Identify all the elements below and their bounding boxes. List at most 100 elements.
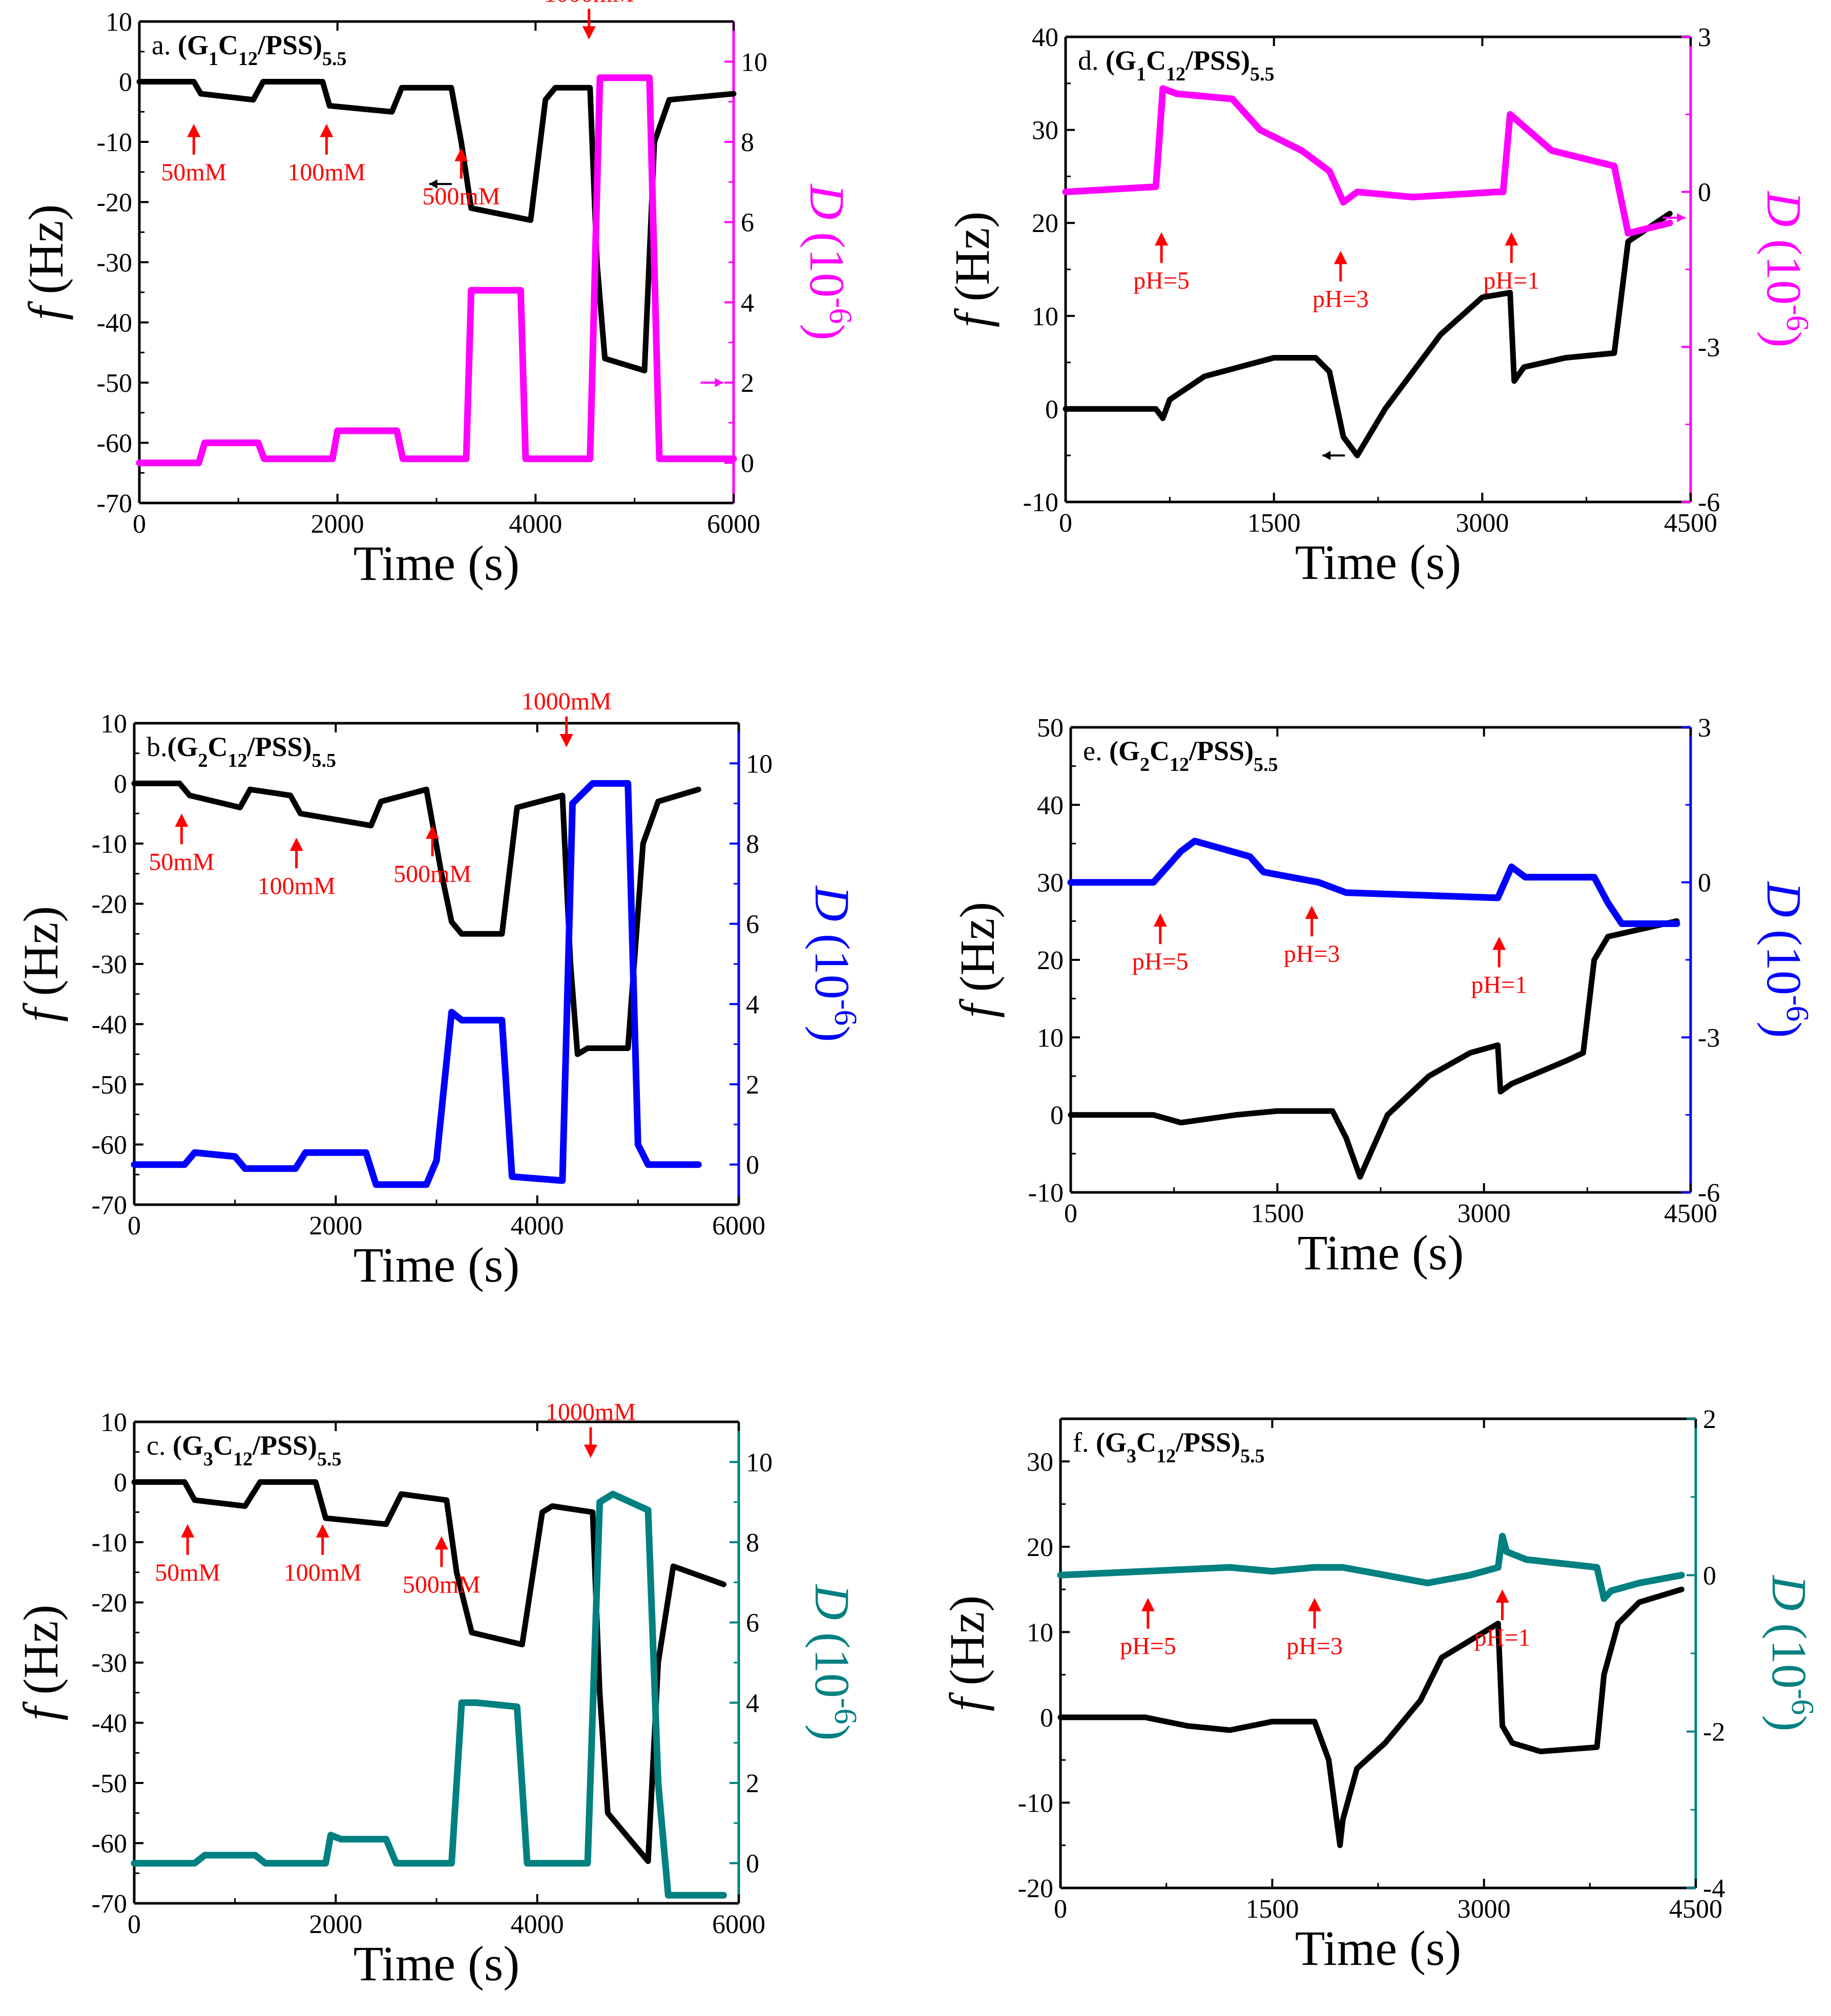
- panel-title-text: C: [213, 1430, 233, 1461]
- series-line-f: [136, 79, 737, 373]
- annotation-arrow: 500mM: [403, 1536, 481, 1598]
- panel-title-prefix: a.: [152, 30, 178, 60]
- annotation-label: pH=5: [1133, 267, 1190, 294]
- annotation-label: pH=5: [1132, 948, 1189, 975]
- series-line-D: [131, 780, 702, 1188]
- y-left-tick-label: 10: [106, 8, 132, 37]
- y-right-tick-label: -3: [1698, 1023, 1720, 1053]
- annotation-label: pH=1: [1471, 972, 1527, 999]
- annotation-arrow: 100mM: [284, 1524, 362, 1586]
- panel-title-subscript: 5.5: [1240, 1445, 1265, 1467]
- y-right-tick-label: 2: [1703, 1405, 1716, 1434]
- x-axis-label: Time (s): [353, 536, 520, 591]
- y-left-tick-label: 0: [114, 1468, 127, 1498]
- y-left-tick-label: 40: [1032, 23, 1058, 52]
- y-left-tick-label: -20: [1018, 1874, 1053, 1903]
- panel-title-text: C: [218, 30, 238, 60]
- annotation-arrow: 500mM: [422, 148, 500, 210]
- y-left-axis-label: f (Hz): [13, 1605, 68, 1721]
- y-left-tick-label: -20: [92, 890, 127, 919]
- panel-title-subscript: 12: [1156, 1445, 1176, 1467]
- x-tick-label: 2000: [309, 1910, 362, 1939]
- annotation-arrow-head: [1305, 906, 1319, 919]
- y-right-tick-label: 4: [746, 990, 759, 1019]
- y-right-tick-label: 0: [1703, 1561, 1716, 1590]
- annotation-arrow-head: [426, 825, 440, 839]
- x-tick-label: 6000: [707, 510, 760, 539]
- panel-title-text: /PSS): [247, 731, 312, 762]
- annotation-label: pH=1: [1474, 1624, 1531, 1651]
- y-right-label-close: ): [800, 324, 855, 340]
- y-left-tick-label: -10: [92, 1528, 127, 1558]
- annotation-arrow: 100mM: [287, 123, 365, 186]
- y-right-tick-label: 3: [1698, 23, 1711, 52]
- y-right-tick-label: -6: [1698, 488, 1720, 517]
- panel-title-text: C: [1150, 736, 1170, 766]
- annotation-label: 500mM: [422, 183, 500, 210]
- y-left-tick-label: -60: [97, 429, 132, 458]
- y-right-tick-label: 10: [746, 1448, 773, 1477]
- y-right-label-symbol: D: [1757, 881, 1812, 917]
- y-left-tick-label: 10: [100, 709, 127, 739]
- y-right-tick-label: 0: [1698, 869, 1711, 898]
- y-right-label-exponent: -6: [828, 999, 863, 1026]
- y-left-axis-label: f (Hz): [13, 906, 68, 1022]
- y-right-label-base: (10: [1757, 227, 1812, 305]
- panel-title-subscript: 12: [1170, 754, 1189, 775]
- y-left-tick-label: -60: [92, 1830, 127, 1859]
- y-right-label-base: (10: [800, 220, 855, 298]
- annotation-arrow-head: [320, 123, 334, 137]
- chart-panel-a: 0 2000 4000 6000 -70 -60 -50 -40 -30 -20 -10 0 10 0 2 4…: [18, 0, 858, 591]
- y-right-tick-label: 3: [1698, 713, 1711, 743]
- x-tick-label: 0: [128, 1211, 141, 1241]
- y-left-tick-label: 0: [1050, 1101, 1064, 1130]
- series-line-f: [131, 781, 701, 1057]
- panel-title-text: /PSS): [1189, 736, 1254, 766]
- y-right-tick-label: 8: [746, 830, 759, 859]
- chart-panel-b: 0 2000 4000 6000 -70 -60 -50 -40 -30 -20 -10 0 10 0 2 4…: [13, 688, 863, 1292]
- panel-title-text: /PSS): [252, 1430, 317, 1461]
- y-right-label-close: ): [805, 1025, 860, 1042]
- y-right-tick-label: 0: [746, 1151, 759, 1180]
- y-right-label-close: ): [1757, 331, 1812, 347]
- y-right-label-base: (10: [1757, 917, 1812, 995]
- y-left-tick-label: 10: [100, 1408, 127, 1437]
- y-left-label-unit: (Hz): [940, 1595, 994, 1698]
- annotation-arrow-head: [1155, 232, 1169, 246]
- annotation-label: 50mM: [161, 159, 226, 186]
- y-left-label-unit: (Hz): [13, 1605, 68, 1707]
- x-tick-label: 4500: [1669, 1895, 1722, 1924]
- y-right-tick-label: 0: [746, 1850, 759, 1879]
- annotation-arrow-head: [1495, 1589, 1509, 1603]
- y-right-label-close: ): [1762, 1715, 1817, 1731]
- y-right-tick-label: 6: [746, 910, 759, 939]
- annotation-label: pH=3: [1313, 286, 1369, 313]
- annotation-arrow: pH=3: [1313, 250, 1369, 313]
- series-line-D: [136, 74, 737, 467]
- y-left-tick-label: 20: [1032, 209, 1058, 238]
- y-left-axis-label: f (Hz): [940, 1595, 994, 1712]
- y-left-tick-label: -10: [1028, 1179, 1064, 1208]
- annotation-arrow-head: [187, 123, 201, 137]
- chart-panel-c: 0 2000 4000 6000 -70 -60 -50 -40 -30 -20 -10 0 10 0 2 4…: [13, 1399, 863, 1991]
- x-tick-label: 3000: [1455, 509, 1509, 538]
- y-left-tick-label: -50: [92, 1769, 127, 1798]
- y-left-tick-label: 0: [1045, 395, 1058, 424]
- y-left-tick-label: 0: [119, 68, 132, 97]
- annotation-label: pH=3: [1286, 1633, 1343, 1660]
- annotation-label: 500mM: [393, 860, 471, 888]
- x-tick-label: 4000: [511, 1211, 564, 1241]
- annotation-arrow: pH=3: [1286, 1598, 1343, 1660]
- y-right-tick-label: 2: [746, 1070, 759, 1100]
- panel-title-prefix: f.: [1073, 1427, 1096, 1458]
- panel-title-subscript: 3: [203, 1448, 213, 1470]
- y-right-axis-label: D (10-6): [800, 183, 858, 341]
- annotation-arrow-head: [175, 813, 189, 827]
- panel-title-prefix: e.: [1083, 736, 1109, 766]
- annotation-arrow: 50mM: [161, 123, 226, 186]
- y-left-tick-label: 10: [1027, 1618, 1053, 1647]
- annotation-arrow-head: [1141, 1598, 1155, 1611]
- panel-title-text: /PSS): [257, 30, 322, 60]
- y-right-label-symbol: D: [800, 183, 855, 220]
- y-left-label-unit: (Hz): [950, 902, 1005, 1004]
